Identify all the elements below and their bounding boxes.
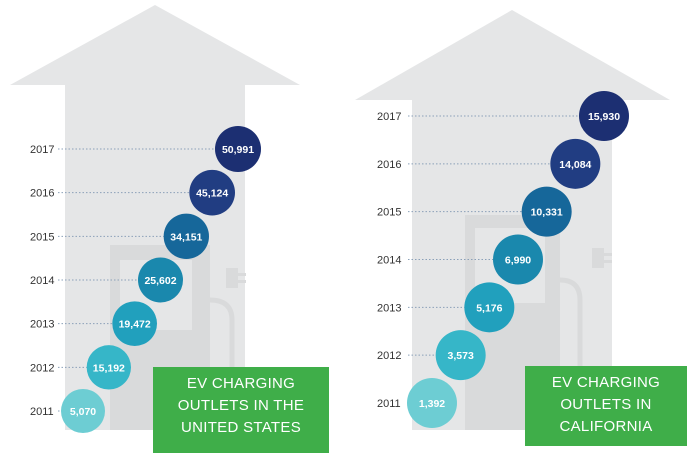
us-year-label-2016: 2016: [30, 188, 54, 200]
us-bubble-2017: [215, 126, 261, 172]
california-year-label-2015: 2015: [377, 207, 401, 219]
us-title-line-2: OUTLETS IN THE: [177, 397, 305, 414]
us-data-marks: 2011 5,070 2012 15,192 2013 19,472 2014 25,602 2…: [30, 126, 261, 433]
california-chart-panel: 2011 1,392 2012 3,573 2013 5,176 2014 6,990 2015…: [350, 0, 700, 457]
california-value-label-2011: 1,392: [419, 398, 445, 410]
us-chart-svg: 2011 5,070 2012 15,192 2013 19,472 2014 25,602 2…: [10, 5, 300, 433]
california-bubble-2011: [407, 378, 457, 428]
california-year-label-2017: 2017: [377, 111, 401, 123]
california-bubble-2016: [550, 138, 601, 189]
us-bubble-2016: [189, 169, 236, 216]
california-title-line-3: CALIFORNIA: [559, 418, 653, 435]
us-value-label-2014: 25,602: [144, 275, 176, 287]
us-value-label-2012: 15,192: [93, 362, 125, 374]
us-bubble-2014: [138, 257, 183, 303]
california-year-label-2016: 2016: [377, 159, 401, 171]
california-value-label-2014: 6,990: [505, 255, 531, 267]
california-year-label-2011: 2011: [377, 398, 401, 410]
california-bubble-2013: [464, 282, 515, 333]
us-bubble-2015: [163, 213, 209, 259]
california-value-label-2012: 3,573: [448, 350, 474, 362]
california-title-line-1: EV CHARGING: [551, 374, 661, 391]
us-year-label-2014: 2014: [30, 275, 54, 287]
us-value-label-2011: 5,070: [70, 406, 96, 418]
us-value-label-2013: 19,472: [119, 319, 151, 331]
us-bubble-2012: [86, 345, 131, 390]
california-bubble-2015: [521, 186, 572, 237]
us-value-label-2016: 45,124: [196, 188, 228, 200]
us-value-label-2017: 50,991: [222, 144, 254, 156]
california-value-label-2016: 14,084: [559, 159, 591, 171]
california-year-label-2014: 2014: [377, 255, 401, 267]
us-year-label-2012: 2012: [30, 362, 54, 374]
us-title-line-3: UNITED STATES: [180, 419, 302, 436]
us-title-line-1: EV CHARGING: [186, 375, 296, 392]
us-year-label-2015: 2015: [30, 231, 54, 243]
california-value-label-2017: 15,930: [588, 111, 620, 123]
us-year-label-2017: 2017: [30, 144, 54, 156]
us-bubble-2013: [112, 301, 157, 346]
us-bubble-2011: [61, 389, 105, 433]
california-title-line-2: OUTLETS IN: [560, 396, 652, 413]
california-bubble-2014: [493, 234, 543, 285]
us-year-label-2013: 2013: [30, 319, 54, 331]
california-chart-title: EV CHARGING OUTLETS IN CALIFORNIA: [525, 366, 687, 446]
california-bubble-2012: [435, 330, 486, 381]
california-data-marks: 2011 1,392 2012 3,573 2013 5,176 2014 6,990 2015…: [377, 91, 629, 428]
california-value-label-2015: 10,331: [531, 207, 563, 219]
us-value-label-2015: 34,151: [170, 231, 202, 243]
us-chart-title: EV CHARGING OUTLETS IN THE UNITED STATES: [153, 367, 329, 453]
california-bubble-2017: [579, 91, 629, 141]
us-chart-panel: 2011 5,070 2012 15,192 2013 19,472 2014 25,602 2…: [10, 5, 329, 453]
california-year-label-2012: 2012: [377, 350, 401, 362]
california-year-label-2013: 2013: [377, 302, 401, 314]
us-year-label-2011: 2011: [30, 406, 54, 418]
california-value-label-2013: 5,176: [476, 302, 502, 314]
